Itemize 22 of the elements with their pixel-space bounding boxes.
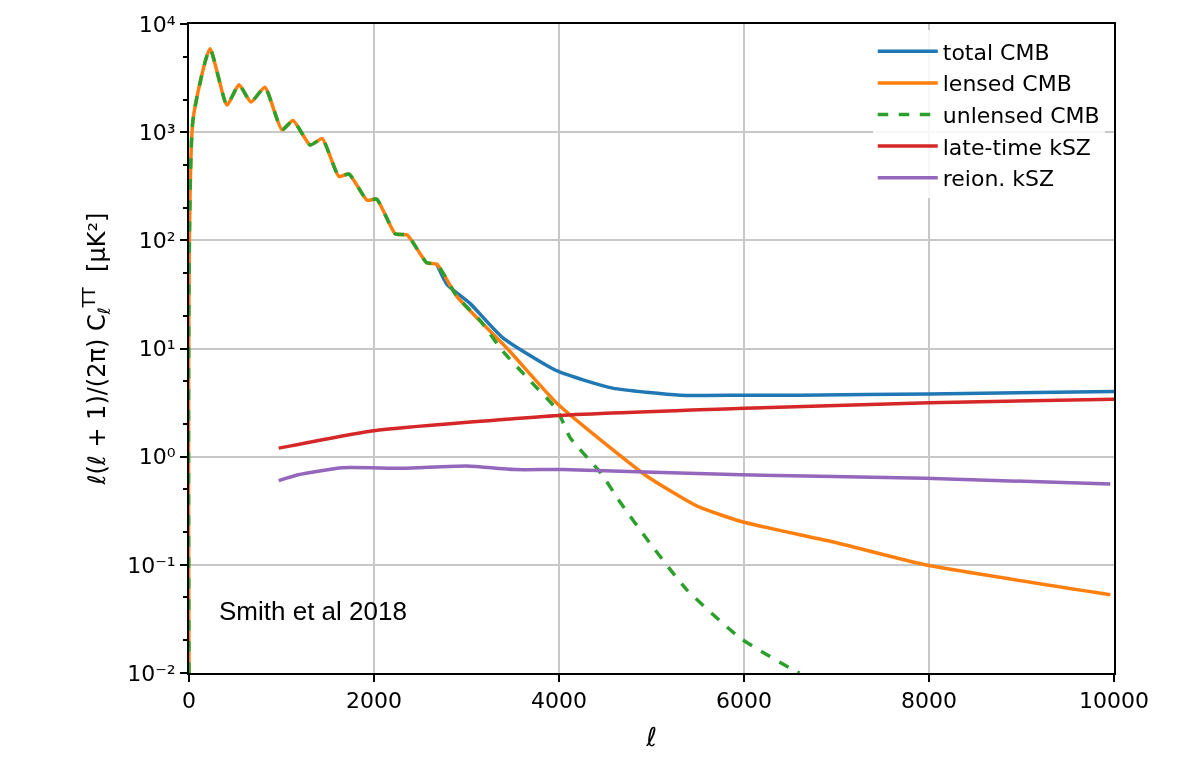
- y-tick-label: 10⁰: [138, 444, 176, 470]
- x-axis-title: ℓ: [645, 721, 657, 752]
- legend-label: lensed CMB: [942, 71, 1072, 97]
- x-tick-label: 4000: [531, 688, 587, 714]
- line-series: [276, 397, 1114, 450]
- x-tick-label: 0: [182, 688, 196, 714]
- y-tick-label: 10³: [138, 119, 176, 145]
- annotation: Smith et al 2018: [219, 596, 407, 626]
- y-tick-label: 10¹: [138, 336, 176, 362]
- legend-label: reion. kSZ: [942, 166, 1055, 192]
- x-tick-label: 2000: [346, 688, 402, 714]
- x-tick-label: 6000: [716, 688, 772, 714]
- y-tick-label: 10⁻¹: [127, 552, 176, 578]
- y-tick-label: 10²: [138, 228, 176, 254]
- x-tick-label: 8000: [901, 688, 957, 714]
- legend-label: unlensed CMB: [942, 103, 1100, 129]
- legend-label: total CMB: [942, 39, 1050, 65]
- y-tick-label: 10⁴: [138, 11, 176, 37]
- line-series: [276, 464, 1113, 486]
- y-tick-label: 10⁻²: [127, 660, 176, 686]
- legend-label: late-time kSZ: [942, 134, 1091, 160]
- x-tick-label: 10000: [1079, 688, 1149, 714]
